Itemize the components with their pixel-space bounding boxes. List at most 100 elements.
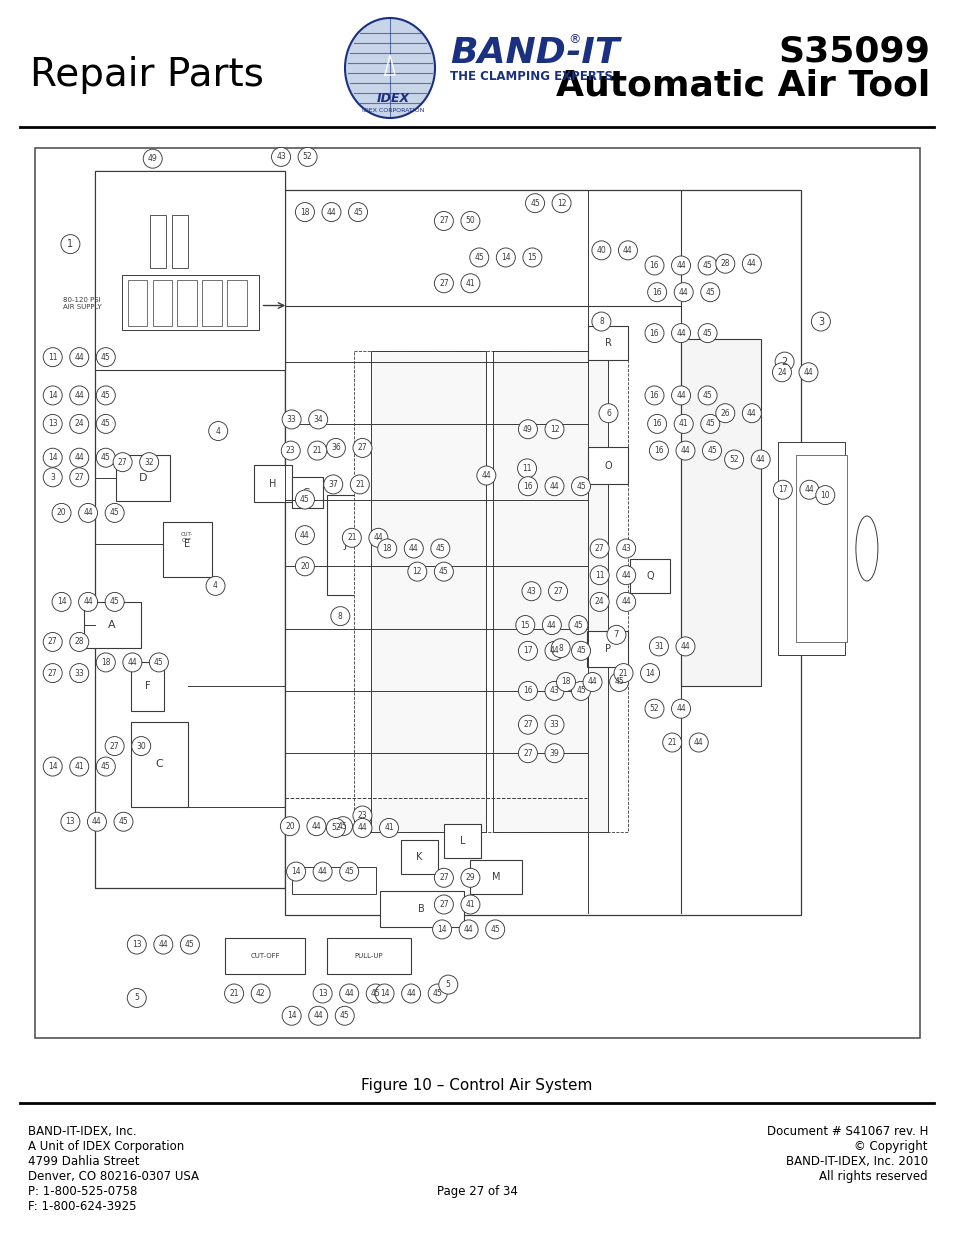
Circle shape <box>591 241 610 259</box>
Text: 44: 44 <box>74 453 84 462</box>
Text: 45: 45 <box>118 818 129 826</box>
Circle shape <box>590 593 609 611</box>
Circle shape <box>521 582 540 600</box>
Circle shape <box>460 868 479 887</box>
Circle shape <box>43 385 62 405</box>
Text: 52: 52 <box>729 454 739 464</box>
Text: 16: 16 <box>652 420 661 429</box>
Text: 44: 44 <box>326 207 336 216</box>
Text: 34: 34 <box>313 415 323 424</box>
Text: 21: 21 <box>618 668 628 678</box>
Circle shape <box>590 538 609 558</box>
Text: 45: 45 <box>110 598 119 606</box>
Circle shape <box>517 459 536 478</box>
Text: 44: 44 <box>74 391 84 400</box>
Circle shape <box>671 385 690 405</box>
Text: Figure 10 – Control Air System: Figure 10 – Control Air System <box>361 1078 592 1093</box>
Circle shape <box>309 410 328 429</box>
Bar <box>172 215 188 268</box>
Text: 23: 23 <box>286 446 295 456</box>
Circle shape <box>434 211 453 231</box>
Text: 45: 45 <box>702 391 712 400</box>
Circle shape <box>96 653 115 672</box>
Text: 45: 45 <box>435 543 445 553</box>
Text: 45: 45 <box>702 329 712 337</box>
Circle shape <box>616 593 635 611</box>
Text: K: K <box>416 852 422 862</box>
Circle shape <box>377 538 396 558</box>
Circle shape <box>286 862 305 881</box>
Text: 27: 27 <box>117 458 128 467</box>
Text: 44: 44 <box>746 259 756 268</box>
Circle shape <box>460 211 479 231</box>
Text: 45: 45 <box>474 253 483 262</box>
Circle shape <box>209 421 228 441</box>
Circle shape <box>517 641 537 661</box>
Text: 45: 45 <box>438 567 448 577</box>
Circle shape <box>43 632 62 651</box>
Text: 45: 45 <box>704 288 715 296</box>
Text: 44: 44 <box>549 646 558 656</box>
Text: D: D <box>138 473 147 483</box>
Text: 8: 8 <box>337 611 342 621</box>
Circle shape <box>272 147 291 167</box>
Bar <box>371 351 486 831</box>
Text: 27: 27 <box>522 720 532 729</box>
Text: 44: 44 <box>463 925 473 934</box>
Text: 45: 45 <box>101 353 111 362</box>
Circle shape <box>698 256 717 275</box>
Circle shape <box>96 448 115 467</box>
Circle shape <box>43 468 62 487</box>
Circle shape <box>88 813 107 831</box>
Text: 52: 52 <box>302 152 312 162</box>
Text: ®: ® <box>567 33 579 47</box>
Text: 33: 33 <box>74 668 84 678</box>
Circle shape <box>571 477 590 495</box>
Text: 45: 45 <box>101 453 111 462</box>
Circle shape <box>353 438 372 457</box>
Text: CUT-OFF: CUT-OFF <box>250 953 279 960</box>
Circle shape <box>571 682 590 700</box>
Text: 44: 44 <box>803 485 814 494</box>
Text: 18: 18 <box>101 658 111 667</box>
Text: © Copyright: © Copyright <box>854 1140 927 1153</box>
Text: 16: 16 <box>654 446 663 456</box>
Circle shape <box>517 477 537 495</box>
Text: 14: 14 <box>48 453 57 462</box>
Circle shape <box>43 347 62 367</box>
Text: 44: 44 <box>357 824 367 832</box>
Text: 18: 18 <box>382 543 392 553</box>
Text: 45: 45 <box>573 620 582 630</box>
Text: 45: 45 <box>706 446 716 456</box>
Bar <box>95 172 284 370</box>
Bar <box>131 662 164 711</box>
Circle shape <box>339 862 358 881</box>
Circle shape <box>113 813 132 831</box>
Text: A: A <box>108 620 115 630</box>
Circle shape <box>774 352 793 370</box>
Text: 45: 45 <box>353 207 362 216</box>
Circle shape <box>43 415 62 433</box>
Text: 44: 44 <box>158 940 168 948</box>
Text: 44: 44 <box>344 989 354 998</box>
Circle shape <box>127 988 146 1008</box>
Bar <box>202 279 221 326</box>
Text: 13: 13 <box>317 989 327 998</box>
Text: 10: 10 <box>820 490 829 500</box>
Text: Page 27 of 34: Page 27 of 34 <box>436 1186 517 1198</box>
Text: 44: 44 <box>317 867 327 876</box>
Text: 45: 45 <box>702 261 712 270</box>
Circle shape <box>606 625 625 645</box>
Text: 24: 24 <box>777 368 786 377</box>
Circle shape <box>295 557 314 576</box>
Text: 44: 44 <box>587 678 597 687</box>
Text: 44: 44 <box>546 620 557 630</box>
Text: 43: 43 <box>549 687 558 695</box>
Text: 1: 1 <box>68 240 73 249</box>
Circle shape <box>353 806 372 825</box>
Text: BAND-IT-IDEX, Inc.: BAND-IT-IDEX, Inc. <box>28 1125 136 1139</box>
Circle shape <box>313 862 332 881</box>
Circle shape <box>582 673 601 692</box>
Circle shape <box>590 566 609 584</box>
Circle shape <box>741 404 760 422</box>
